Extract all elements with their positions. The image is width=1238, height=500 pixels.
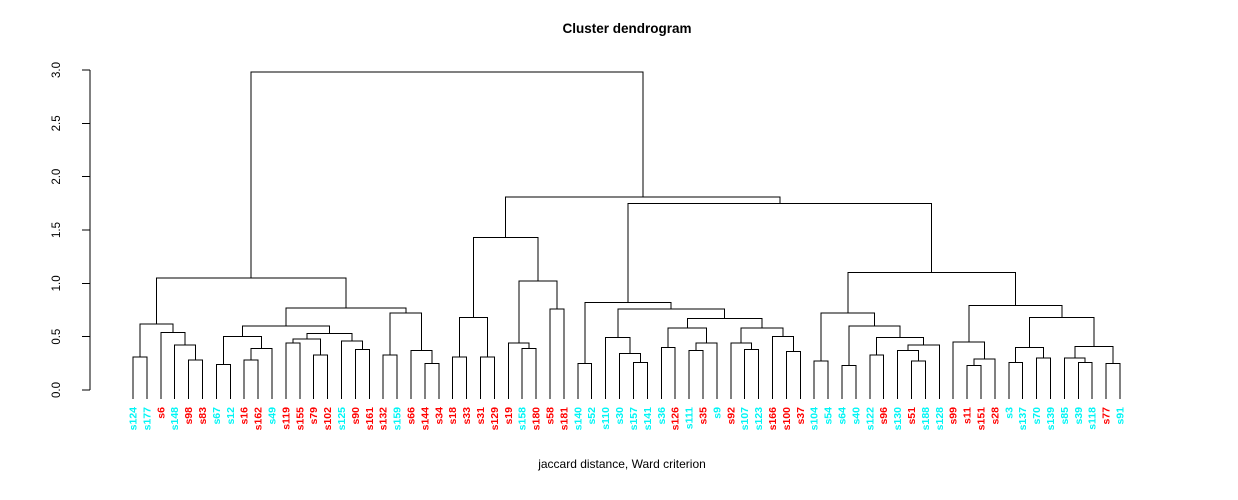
- y-axis-tick-label: 1.5: [51, 222, 63, 238]
- leaf-label-s158: s158: [517, 407, 529, 431]
- leaf-label-s33: s33: [461, 407, 473, 425]
- leaf-label-s83: s83: [197, 407, 209, 425]
- leaf-label-s35: s35: [697, 407, 709, 425]
- leaf-label-s139: s139: [1045, 407, 1057, 431]
- leaf-label-s157: s157: [628, 407, 640, 431]
- leaf-label-s79: s79: [308, 407, 320, 425]
- leaf-labels: s124 s177 s6 s148 s98 s83 s67 s12 s16 s162 s49 s119…: [128, 407, 1127, 431]
- leaf-label-s54: s54: [823, 407, 835, 425]
- leaf-label-s64: s64: [836, 407, 848, 425]
- y-axis-tick-label: 2.0: [51, 169, 63, 185]
- leaf-label-s98: s98: [183, 407, 195, 425]
- leaf-label-s6: s6: [155, 407, 167, 419]
- y-axis-tick-label: 0.5: [51, 329, 63, 345]
- leaf-label-s36: s36: [656, 407, 668, 425]
- leaf-label-s67: s67: [211, 407, 223, 425]
- leaf-label-s99: s99: [948, 407, 960, 425]
- leaf-label-s137: s137: [1017, 407, 1029, 431]
- leaf-label-s40: s40: [850, 407, 862, 425]
- leaf-label-s34: s34: [433, 407, 445, 425]
- leaf-label-s92: s92: [725, 407, 737, 425]
- leaf-label-s181: s181: [558, 407, 570, 431]
- leaf-label-s96: s96: [878, 407, 890, 425]
- leaf-label-s51: s51: [906, 407, 918, 425]
- leaf-label-s16: s16: [239, 407, 251, 425]
- leaf-label-s188: s188: [920, 407, 932, 431]
- leaf-label-s49: s49: [267, 407, 279, 425]
- leaf-label-s126: s126: [670, 407, 682, 431]
- leaf-label-s140: s140: [572, 407, 584, 431]
- leaf-label-s77: s77: [1101, 407, 1113, 425]
- leaf-label-s58: s58: [545, 407, 557, 425]
- leaf-label-s122: s122: [864, 407, 876, 431]
- leaf-label-s18: s18: [447, 407, 459, 425]
- leaf-label-s9: s9: [711, 407, 723, 419]
- leaf-label-s155: s155: [294, 407, 306, 431]
- leaf-label-s12: s12: [225, 407, 237, 425]
- y-axis-tick-label: 1.0: [51, 275, 63, 291]
- leaf-label-s129: s129: [489, 407, 501, 431]
- leaf-label-s19: s19: [503, 407, 515, 425]
- leaf-label-s11: s11: [962, 407, 974, 424]
- x-axis-caption: jaccard distance, Ward criterion: [537, 457, 706, 471]
- leaf-label-s3: s3: [1003, 407, 1015, 419]
- leaf-label-s177: s177: [141, 407, 153, 431]
- leaf-label-s125: s125: [336, 407, 348, 431]
- leaf-label-s144: s144: [419, 407, 431, 431]
- y-axis: 0.0 0.5 1.0 1.5 2.0 2.5 3.0: [51, 62, 91, 398]
- leaf-label-s104: s104: [809, 407, 821, 431]
- y-axis-tick-label: 2.5: [51, 115, 63, 131]
- leaf-label-s161: s161: [364, 407, 376, 431]
- leaf-label-s123: s123: [753, 407, 765, 431]
- leaf-label-s162: s162: [253, 407, 265, 431]
- leaf-label-s37: s37: [795, 407, 807, 425]
- leaf-label-s110: s110: [600, 407, 612, 430]
- y-axis-tick-label: 0.0: [51, 382, 63, 398]
- leaf-label-s28: s28: [989, 407, 1001, 425]
- dendrogram-tree: [132, 71, 1121, 399]
- leaf-label-s180: s180: [531, 407, 543, 431]
- leaf-label-s151: s151: [975, 407, 987, 431]
- leaf-label-s52: s52: [586, 407, 598, 425]
- leaf-label-s111: s111: [684, 407, 696, 429]
- leaf-label-s159: s159: [392, 407, 404, 431]
- leaf-label-s141: s141: [642, 407, 654, 431]
- leaf-label-s66: s66: [406, 407, 418, 425]
- dendrogram-tree-lines: [132, 71, 1121, 399]
- leaf-label-s128: s128: [934, 407, 946, 431]
- y-axis-tick-label: 3.0: [51, 62, 63, 78]
- leaf-label-s91: s91: [1115, 407, 1127, 425]
- leaf-label-s119: s119: [280, 407, 292, 430]
- leaf-label-s85: s85: [1059, 407, 1071, 425]
- leaf-label-s132: s132: [378, 407, 390, 431]
- leaf-label-s70: s70: [1031, 407, 1043, 425]
- leaf-label-s124: s124: [128, 407, 140, 431]
- leaf-label-s31: s31: [475, 407, 487, 425]
- leaf-label-s166: s166: [767, 407, 779, 431]
- chart-title: Cluster dendrogram: [562, 21, 691, 36]
- leaf-label-s107: s107: [739, 407, 751, 431]
- leaf-label-s90: s90: [350, 407, 362, 425]
- leaf-label-s30: s30: [614, 407, 626, 425]
- leaf-label-s39: s39: [1073, 407, 1085, 425]
- leaf-label-s118: s118: [1087, 407, 1099, 430]
- leaf-label-s148: s148: [169, 407, 181, 431]
- leaf-label-s130: s130: [892, 407, 904, 431]
- leaf-label-s102: s102: [322, 407, 334, 431]
- leaf-label-s100: s100: [781, 407, 793, 431]
